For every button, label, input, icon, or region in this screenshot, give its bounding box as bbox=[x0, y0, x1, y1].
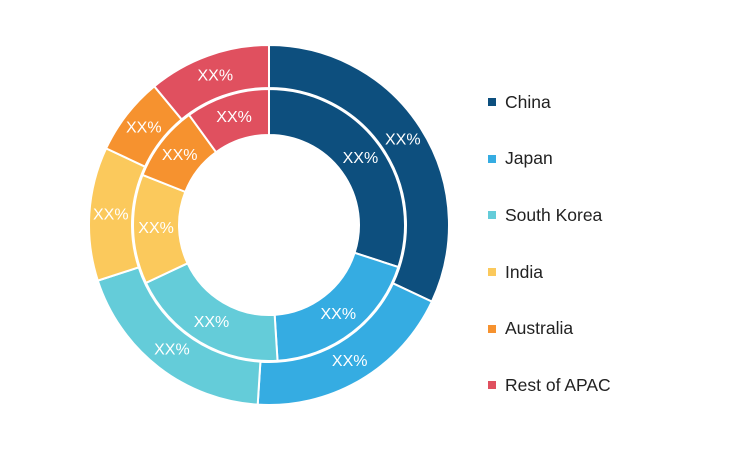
legend-swatch-south-korea bbox=[488, 211, 496, 220]
legend-swatch-china bbox=[488, 98, 496, 107]
inner-label-japan: XX% bbox=[321, 306, 357, 323]
legend-swatch-india bbox=[488, 268, 496, 277]
legend-item-south-korea[interactable]: South Korea bbox=[488, 187, 611, 244]
inner-label-india: XX% bbox=[138, 220, 174, 237]
inner-label-australia: XX% bbox=[162, 147, 198, 164]
legend-item-china[interactable]: China bbox=[488, 74, 611, 131]
inner-slice-china[interactable] bbox=[268, 87, 406, 269]
legend: China Japan South Korea India Australia … bbox=[488, 74, 611, 414]
outer-label-south-korea: XX% bbox=[154, 342, 190, 359]
legend-item-australia[interactable]: Australia bbox=[488, 300, 611, 357]
legend-label: Australia bbox=[505, 318, 574, 339]
legend-label: Rest of APAC bbox=[505, 374, 611, 395]
legend-label: South Korea bbox=[505, 204, 603, 225]
outer-label-india: XX% bbox=[93, 207, 129, 224]
inner-label-china: XX% bbox=[343, 150, 379, 167]
legend-item-japan[interactable]: Japan bbox=[488, 131, 611, 188]
legend-swatch-japan bbox=[488, 154, 496, 163]
outer-label-japan: XX% bbox=[332, 353, 368, 370]
legend-swatch-rest-of-apac bbox=[488, 381, 496, 390]
outer-label-australia: XX% bbox=[126, 119, 162, 136]
inner-ring bbox=[132, 87, 406, 362]
inner-slice-rest-of-apac[interactable] bbox=[187, 87, 270, 154]
outer-label-china: XX% bbox=[385, 132, 421, 149]
inner-label-rest-of-apac: XX% bbox=[216, 109, 252, 126]
legend-label: Japan bbox=[505, 148, 553, 169]
legend-item-rest-of-apac[interactable]: Rest of APAC bbox=[488, 357, 611, 414]
legend-label: India bbox=[505, 261, 543, 282]
slice-labels: XX%XX%XX%XX%XX%XX%XX%XX%XX%XX%XX%XX% bbox=[93, 67, 421, 370]
legend-label: China bbox=[505, 91, 551, 112]
outer-label-rest-of-apac: XX% bbox=[198, 67, 234, 84]
legend-item-india[interactable]: India bbox=[488, 244, 611, 301]
legend-swatch-australia bbox=[488, 324, 496, 333]
inner-label-south-korea: XX% bbox=[194, 314, 230, 331]
